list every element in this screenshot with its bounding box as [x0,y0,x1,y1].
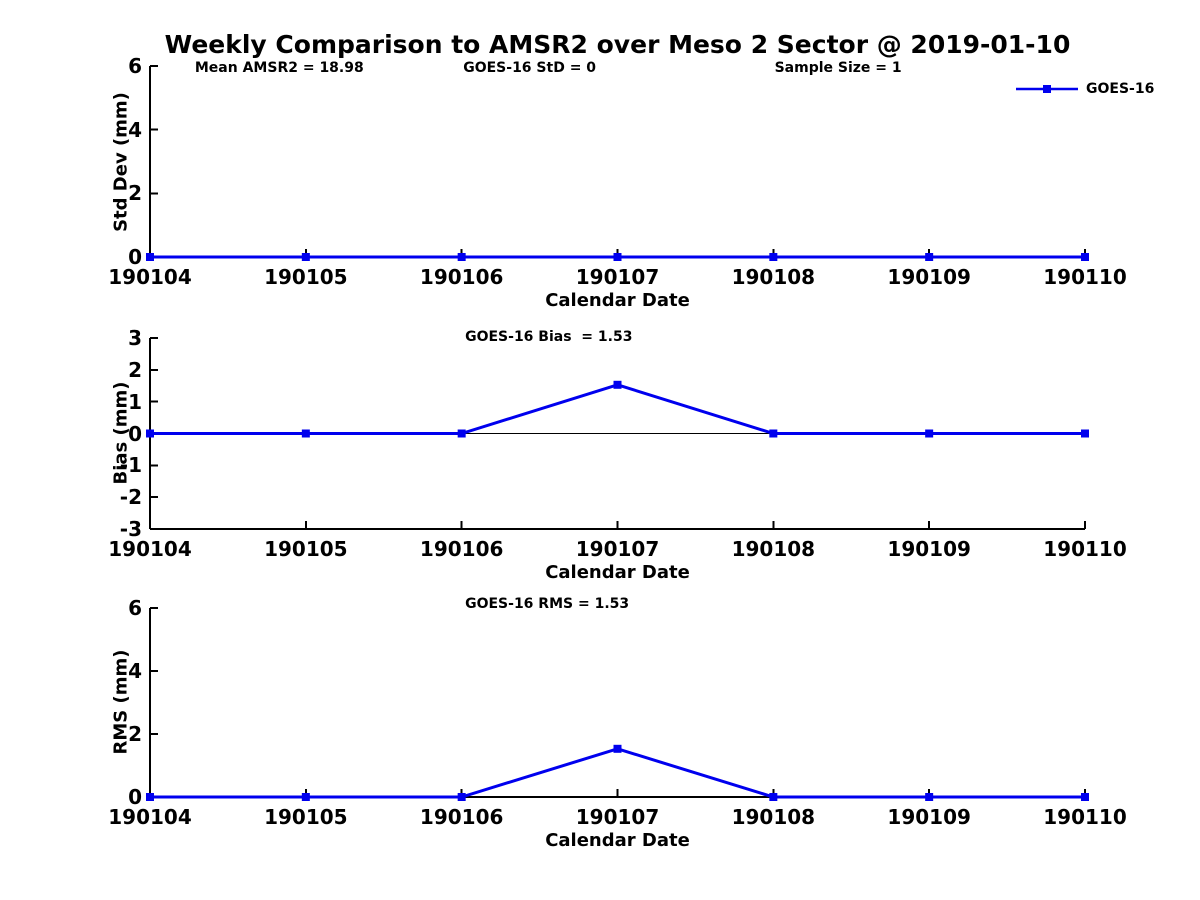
data-marker [301,429,310,438]
annotation-goes16-bias: GOES-16 Bias = 1.53 [465,329,633,345]
x-tick-label: 190109 [887,265,971,289]
x-tick-label: 190108 [731,805,816,829]
y-tick-label: 2 [128,181,142,206]
x-tick-label: 190109 [887,537,971,561]
x-tick-label: 190107 [575,537,660,561]
y-tick-label: 4 [128,659,142,683]
data-marker [769,793,778,801]
data-marker [1081,253,1089,261]
x-tick-label: 190106 [419,537,504,561]
data-marker [301,253,310,261]
x-tick-label: 190104 [108,805,192,829]
y-tick-label: 2 [128,357,142,382]
x-tick-label: 190106 [419,805,504,829]
x-axis-label-top: Calendar Date [545,290,690,311]
x-tick-label: 190110 [1043,265,1127,289]
x-tick-label: 190106 [419,265,504,289]
data-marker [146,793,154,801]
x-tick-label: 190104 [108,265,192,289]
y-tick-label: 0 [128,245,142,269]
x-tick-label: 190107 [575,805,660,829]
data-marker [925,429,934,438]
y-tick-label: -1 [119,453,142,478]
data-marker [457,429,466,438]
x-axis-label-bottom: Calendar Date [545,830,690,851]
x-tick-label: 190108 [731,537,816,561]
x-tick-label: 190107 [575,265,660,289]
annotation-goes16-rms: GOES-16 RMS = 1.53 [465,596,630,612]
y-tick-label: 4 [128,117,142,142]
legend-label: GOES-16 [1086,81,1155,97]
x-axis-label-middle: Calendar Date [545,562,690,583]
data-marker [457,793,466,801]
data-line [150,383,1085,435]
x-tick-label: 190110 [1043,537,1127,561]
x-tick-label: 190108 [731,265,816,289]
x-tick-label: 190105 [264,805,348,829]
data-marker [1081,793,1089,801]
data-marker [769,253,778,261]
x-tick-label: 190109 [887,805,971,829]
data-marker [301,793,310,801]
data-marker [146,429,154,438]
y-tick-label: 1 [128,389,142,414]
figure-title: Weekly Comparison to AMSR2 over Meso 2 S… [164,30,1071,59]
y-axis-label-std-dev: Std Dev (mm) [110,92,132,232]
data-marker [457,253,466,261]
y-tick-label: 0 [128,421,142,446]
annotation-sample-size: Sample Size = 1 [774,60,902,76]
y-tick-label: -2 [119,485,142,510]
data-marker [925,793,934,801]
y-tick-label: 0 [128,785,142,809]
data-marker [613,744,622,753]
x-tick-label: 190105 [264,537,348,561]
data-marker [925,253,934,261]
y-tick-label: 6 [128,54,142,78]
y-tick-label: 6 [128,596,142,620]
data-marker [613,380,622,389]
y-tick-label: 2 [128,722,142,746]
data-marker [146,253,154,261]
annotation-mean-amsr2: Mean AMSR2 = 18.98 [194,60,364,76]
data-marker [1081,429,1089,438]
legend-marker [1043,85,1051,93]
y-tick-label: 3 [128,326,142,350]
data-marker [769,429,778,438]
annotation-goes16-std: GOES-16 StD = 0 [463,60,597,76]
x-tick-label: 190104 [108,537,192,561]
data-marker [613,253,622,261]
x-tick-label: 190105 [264,265,348,289]
x-tick-label: 190110 [1043,805,1127,829]
y-tick-label: -3 [119,517,142,541]
